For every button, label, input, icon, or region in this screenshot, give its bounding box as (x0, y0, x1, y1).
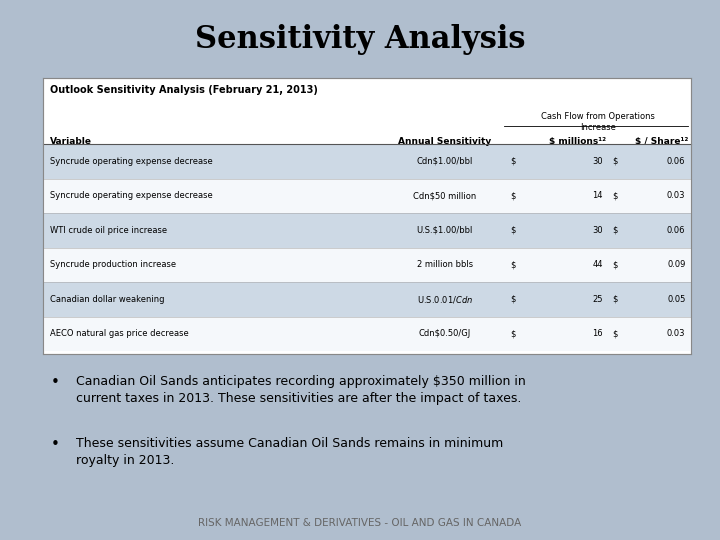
Text: 30: 30 (592, 226, 603, 235)
Text: $ / Share¹²: $ / Share¹² (635, 137, 688, 146)
Text: Variable: Variable (50, 137, 92, 146)
Text: U.S.$0.01/Cdn$: U.S.$0.01/Cdn$ (417, 294, 472, 305)
FancyBboxPatch shape (43, 78, 691, 354)
Text: Increase: Increase (580, 123, 616, 132)
Text: 0.09: 0.09 (667, 260, 685, 269)
Text: 0.06: 0.06 (667, 157, 685, 166)
Text: Cdn$0.50/GJ: Cdn$0.50/GJ (418, 329, 471, 338)
Text: 0.06: 0.06 (667, 226, 685, 235)
Text: Canadian dollar weakening: Canadian dollar weakening (50, 295, 165, 304)
Text: 0.03: 0.03 (667, 191, 685, 200)
Text: 14: 14 (592, 191, 603, 200)
Text: 16: 16 (592, 329, 603, 338)
Text: $: $ (510, 191, 515, 200)
Text: Cdn$1.00/bbl: Cdn$1.00/bbl (416, 157, 473, 166)
Text: $: $ (612, 260, 617, 269)
Text: 30: 30 (592, 157, 603, 166)
FancyBboxPatch shape (43, 144, 691, 179)
Text: $ millions¹²: $ millions¹² (549, 137, 606, 146)
Text: •: • (50, 437, 59, 453)
Text: Cdn$50 million: Cdn$50 million (413, 191, 476, 200)
Text: WTI crude oil price increase: WTI crude oil price increase (50, 226, 168, 235)
Text: $: $ (510, 260, 515, 269)
FancyBboxPatch shape (43, 247, 691, 282)
Text: Canadian Oil Sands anticipates recording approximately $350 million in
current t: Canadian Oil Sands anticipates recording… (76, 375, 526, 406)
Text: Annual Sensitivity: Annual Sensitivity (398, 137, 491, 146)
Text: $: $ (510, 226, 515, 235)
Text: $: $ (510, 295, 515, 304)
Text: Cash Flow from Operations: Cash Flow from Operations (541, 112, 654, 121)
Text: 44: 44 (592, 260, 603, 269)
Text: These sensitivities assume Canadian Oil Sands remains in minimum
royalty in 2013: These sensitivities assume Canadian Oil … (76, 437, 503, 468)
Text: 25: 25 (592, 295, 603, 304)
Text: $: $ (510, 157, 515, 166)
Text: $: $ (612, 226, 617, 235)
Text: Syncrude production increase: Syncrude production increase (50, 260, 176, 269)
Text: $: $ (612, 191, 617, 200)
Text: U.S.$1.00/bbl: U.S.$1.00/bbl (416, 226, 473, 235)
Text: Sensitivity Analysis: Sensitivity Analysis (194, 24, 526, 55)
Text: Outlook Sensitivity Analysis (February 21, 2013): Outlook Sensitivity Analysis (February 2… (50, 85, 318, 95)
FancyBboxPatch shape (43, 316, 691, 351)
Text: Syncrude operating expense decrease: Syncrude operating expense decrease (50, 157, 213, 166)
Text: Syncrude operating expense decrease: Syncrude operating expense decrease (50, 191, 213, 200)
Text: 2 million bbls: 2 million bbls (417, 260, 472, 269)
Text: 0.05: 0.05 (667, 295, 685, 304)
Text: $: $ (612, 329, 617, 338)
Text: RISK MANAGEMENT & DERIVATIVES - OIL AND GAS IN CANADA: RISK MANAGEMENT & DERIVATIVES - OIL AND … (199, 518, 521, 528)
Text: $: $ (510, 329, 515, 338)
FancyBboxPatch shape (43, 213, 691, 247)
FancyBboxPatch shape (43, 282, 691, 316)
Text: •: • (50, 375, 59, 390)
Text: $: $ (612, 157, 617, 166)
Text: 0.03: 0.03 (667, 329, 685, 338)
Text: AECO natural gas price decrease: AECO natural gas price decrease (50, 329, 189, 338)
FancyBboxPatch shape (43, 179, 691, 213)
Text: $: $ (612, 295, 617, 304)
